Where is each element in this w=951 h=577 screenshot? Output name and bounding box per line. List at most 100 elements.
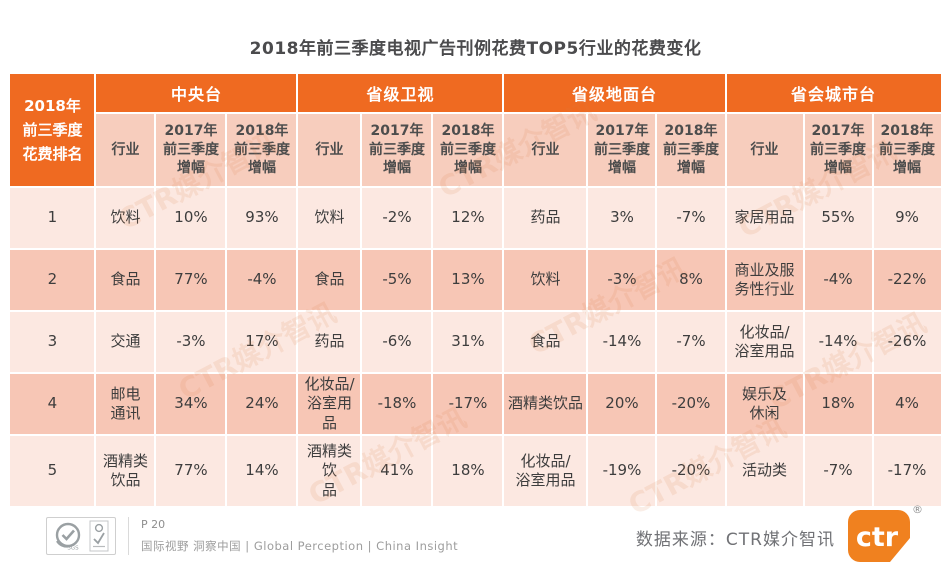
value-cell: -7% bbox=[657, 312, 725, 372]
value-cell: -3% bbox=[156, 312, 226, 372]
value-cell: -26% bbox=[873, 312, 941, 372]
value-cell: -7% bbox=[657, 188, 725, 248]
value-cell: -7% bbox=[804, 436, 872, 506]
table-row: 2 食品 77% -4% 食品 -5% 13% 饮料 -3% 8% 商业及服 务… bbox=[10, 250, 941, 310]
value-cell: -20% bbox=[657, 436, 725, 506]
value-cell: 34% bbox=[156, 374, 226, 434]
industry-cell: 酒精类饮品 bbox=[504, 374, 587, 434]
industry-cell: 邮电 通讯 bbox=[96, 374, 155, 434]
industry-header: 行业 bbox=[504, 114, 587, 186]
value-cell: 41% bbox=[362, 436, 432, 506]
value-cell: 10% bbox=[156, 188, 226, 248]
value-cell: 13% bbox=[433, 250, 503, 310]
industry-header: 行业 bbox=[298, 114, 361, 186]
value-cell: 77% bbox=[156, 250, 226, 310]
value-cell: -19% bbox=[588, 436, 656, 506]
growth-2017-header: 2017年 前三季度 增幅 bbox=[156, 114, 226, 186]
value-cell: -4% bbox=[804, 250, 872, 310]
ctr-logo: ctr ® bbox=[847, 503, 923, 563]
sub-header-row: 行业 2017年 前三季度 增幅 2018年 前三季度 增幅 行业 2017年 … bbox=[10, 114, 941, 186]
group-header-capital-city: 省会城市台 bbox=[726, 74, 941, 112]
group-header-row: 2018年 前三季度 花费排名 中央台 省级卫视 省级地面台 省会城市台 bbox=[10, 74, 941, 186]
value-cell: 18% bbox=[433, 436, 503, 506]
ctr-logo-icon: ctr bbox=[848, 509, 910, 562]
cnas-certification-icon bbox=[89, 520, 109, 551]
value-cell: 14% bbox=[227, 436, 297, 506]
industry-cell: 食品 bbox=[504, 312, 587, 372]
value-cell: -14% bbox=[588, 312, 656, 372]
svg-text:SGS: SGS bbox=[67, 545, 79, 551]
value-cell: 93% bbox=[227, 188, 297, 248]
value-cell: -20% bbox=[657, 374, 725, 434]
value-cell: 3% bbox=[588, 188, 656, 248]
growth-2017-header: 2017年 前三季度 增幅 bbox=[804, 114, 872, 186]
industry-cell: 饮料 bbox=[504, 250, 587, 310]
industry-cell: 交通 bbox=[96, 312, 155, 372]
value-cell: 77% bbox=[156, 436, 226, 506]
rank-cell: 5 bbox=[10, 436, 95, 506]
value-cell: -6% bbox=[362, 312, 432, 372]
page-title: 2018年前三季度电视广告刊例花费TOP5行业的花费变化 bbox=[249, 39, 702, 59]
value-cell: -2% bbox=[362, 188, 432, 248]
growth-2017-header: 2017年 前三季度 增幅 bbox=[362, 114, 432, 186]
industry-cell: 化妆品/ 浴室用品 bbox=[726, 312, 803, 372]
value-cell: -17% bbox=[433, 374, 503, 434]
value-cell: -14% bbox=[804, 312, 872, 372]
growth-2018-header: 2018年 前三季度 增幅 bbox=[433, 114, 503, 186]
industry-cell: 商业及服 务性行业 bbox=[726, 250, 803, 310]
industry-cell: 化妆品/ 浴室用品 bbox=[504, 436, 587, 506]
svg-text:ctr: ctr bbox=[856, 522, 899, 553]
value-cell: 8% bbox=[657, 250, 725, 310]
industry-cell: 娱乐及 休闲 bbox=[726, 374, 803, 434]
value-cell: 31% bbox=[433, 312, 503, 372]
rank-column-header: 2018年 前三季度 花费排名 bbox=[10, 74, 95, 186]
value-cell: 4% bbox=[873, 374, 941, 434]
sgs-certification-icon: SGS bbox=[55, 522, 81, 551]
footer: SGS P 20 国际视野 洞察中国 | Global Perception |… bbox=[0, 503, 951, 577]
industry-cell: 化妆品/ 浴室用品 bbox=[298, 374, 361, 434]
value-cell: -4% bbox=[227, 250, 297, 310]
industry-cell: 食品 bbox=[96, 250, 155, 310]
industry-cell: 活动类 bbox=[726, 436, 803, 506]
data-source-label: 数据来源：CTR媒介智讯 bbox=[635, 529, 835, 550]
value-cell: -5% bbox=[362, 250, 432, 310]
group-header-provincial-terrestrial: 省级地面台 bbox=[504, 74, 725, 112]
growth-2018-header: 2018年 前三季度 增幅 bbox=[873, 114, 941, 186]
value-cell: -3% bbox=[588, 250, 656, 310]
industry-header: 行业 bbox=[96, 114, 155, 186]
growth-2018-header: 2018年 前三季度 增幅 bbox=[657, 114, 725, 186]
industry-cell: 家居用品 bbox=[726, 188, 803, 248]
industry-cell: 酒精类 饮品 bbox=[96, 436, 155, 506]
group-header-cctv: 中央台 bbox=[96, 74, 297, 112]
table-row: 4 邮电 通讯 34% 24% 化妆品/ 浴室用品 -18% -17% 酒精类饮… bbox=[10, 374, 941, 434]
industry-cell: 饮料 bbox=[96, 188, 155, 248]
value-cell: -22% bbox=[873, 250, 941, 310]
certification-badges: SGS bbox=[46, 516, 116, 555]
rank-cell: 4 bbox=[10, 374, 95, 434]
value-cell: 9% bbox=[873, 188, 941, 248]
growth-2018-header: 2018年 前三季度 增幅 bbox=[227, 114, 297, 186]
table-row: 5 酒精类 饮品 77% 14% 酒精类饮 品 41% 18% 化妆品/ 浴室用… bbox=[10, 436, 941, 506]
value-cell: 55% bbox=[804, 188, 872, 248]
industry-cell: 饮料 bbox=[298, 188, 361, 248]
value-cell: 20% bbox=[588, 374, 656, 434]
registered-trademark: ® bbox=[912, 502, 923, 516]
rank-cell: 1 bbox=[10, 188, 95, 248]
value-cell: -18% bbox=[362, 374, 432, 434]
spending-table: 2018年 前三季度 花费排名 中央台 省级卫视 省级地面台 省会城市台 行业 … bbox=[8, 72, 943, 508]
industry-cell: 食品 bbox=[298, 250, 361, 310]
footer-divider bbox=[128, 516, 129, 555]
value-cell: -17% bbox=[873, 436, 941, 506]
growth-2017-header: 2017年 前三季度 增幅 bbox=[588, 114, 656, 186]
rank-cell: 2 bbox=[10, 250, 95, 310]
value-cell: 24% bbox=[227, 374, 297, 434]
page-number: P 20 bbox=[141, 517, 166, 531]
industry-cell: 药品 bbox=[298, 312, 361, 372]
industry-cell: 药品 bbox=[504, 188, 587, 248]
industry-header: 行业 bbox=[726, 114, 803, 186]
industry-cell: 酒精类饮 品 bbox=[298, 436, 361, 506]
table-row: 1 饮料 10% 93% 饮料 -2% 12% 药品 3% -7% 家居用品 5… bbox=[10, 188, 941, 248]
value-cell: 17% bbox=[227, 312, 297, 372]
footer-tagline: 国际视野 洞察中国 | Global Perception | China In… bbox=[141, 538, 459, 553]
